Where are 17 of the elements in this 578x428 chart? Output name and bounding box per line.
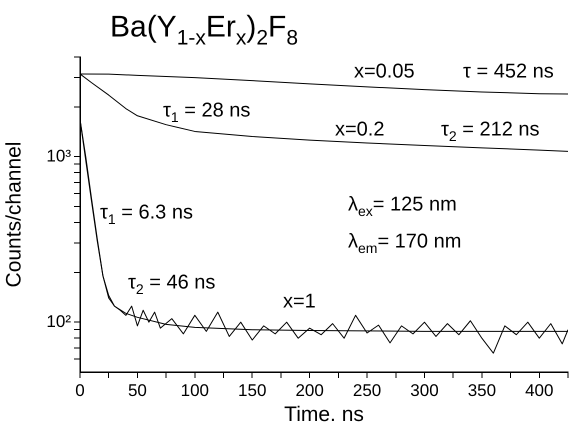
- y-tick-label: 10²: [46, 312, 72, 331]
- annotation: x=0.05: [354, 60, 415, 83]
- annotation: x=0.2: [335, 118, 384, 141]
- x-tick-label: 100: [180, 380, 210, 400]
- y-axis-title: Counts/channel: [2, 142, 26, 288]
- x-tick-label: 0: [75, 380, 85, 400]
- x-tick-label: 300: [410, 380, 439, 400]
- y-tick-label: 10³: [46, 146, 72, 166]
- x-tick-label: 200: [295, 380, 324, 400]
- x-tick-label: 250: [352, 380, 382, 400]
- annotation: τ = 452 ns: [463, 60, 554, 83]
- x-tick-label: 50: [128, 380, 147, 400]
- x-tick-label: 150: [238, 380, 266, 400]
- x-axis-title: Time. ns: [284, 403, 364, 426]
- x-tick-label: 350: [468, 380, 496, 400]
- annotation: x=1: [283, 290, 316, 313]
- x-tick-label: 400: [525, 380, 554, 400]
